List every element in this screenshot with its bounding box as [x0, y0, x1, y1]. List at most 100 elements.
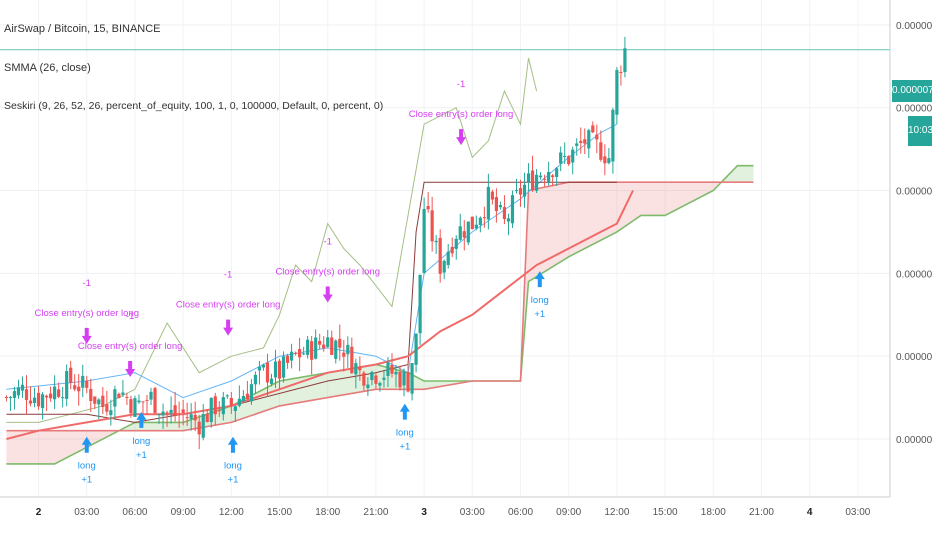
chart-axes: 0.00000760 0.00000750 0.00000740 0.00000730… [0, 0, 932, 518]
long-entry-qty: +1 [399, 442, 410, 453]
chikou-span [6, 57, 538, 423]
close-exit-arrow-icon [81, 327, 92, 344]
candle-body [28, 400, 33, 404]
candle-body [249, 384, 254, 402]
candle-body [398, 371, 402, 388]
candle-body [603, 156, 607, 164]
x-tick-label: 03:00 [845, 507, 870, 518]
long-entry-arrow-icon [136, 411, 147, 428]
candle-body [446, 251, 450, 265]
candle-body [474, 224, 478, 229]
candle-body [430, 210, 434, 242]
long-entry-label: long [224, 461, 242, 472]
candle-body [506, 218, 511, 222]
candle-body [73, 385, 77, 390]
candle-body [181, 409, 185, 413]
candle-body [518, 188, 523, 195]
candle-body [526, 173, 531, 183]
close-exit-qty: -1 [224, 270, 232, 281]
candle-body [85, 380, 89, 388]
candle-body [221, 397, 225, 415]
candle-body [378, 383, 382, 386]
y-tick-label: 0.00000740 [896, 187, 932, 198]
long-entry-qty: +1 [228, 475, 239, 486]
candle-body [65, 371, 69, 399]
candle-body [402, 371, 406, 386]
candles [4, 36, 627, 450]
close-exit-label: Close entry(s) order long [34, 308, 139, 319]
candle-body [362, 372, 366, 386]
candle-body [277, 360, 282, 379]
candle-body [197, 421, 201, 435]
candle-body [193, 414, 197, 421]
candle-body [370, 372, 374, 381]
x-tick-label: 03:00 [74, 507, 99, 518]
x-tick-label: 18:00 [701, 507, 726, 518]
candle-body [217, 410, 221, 412]
close-exit-qty: -1 [83, 278, 91, 289]
smma-legend[interactable]: SMMA (26, close) [4, 62, 91, 74]
candle-body [245, 393, 250, 400]
candle-body [141, 401, 145, 403]
candle-body [281, 356, 286, 378]
senkou-span-a [6, 164, 754, 465]
candle-body [233, 406, 237, 411]
candle-body [225, 395, 229, 397]
candle-body [514, 190, 519, 192]
long-entry-qty: +1 [534, 309, 545, 320]
candle-body [4, 396, 9, 398]
candle-body [422, 208, 426, 273]
candle-body [342, 352, 346, 357]
candle-body [522, 184, 527, 197]
bar-countdown-badge: 10:03 [908, 116, 932, 146]
symbol-title[interactable]: AirSwap / Bitcoin, 15, BINANCE [4, 23, 161, 35]
long-entry-arrow-icon [81, 436, 92, 453]
x-tick-label: 2 [36, 507, 42, 518]
x-tick-label: 12:00 [604, 507, 629, 518]
candle-body [44, 395, 49, 398]
candle-body [237, 398, 241, 406]
candle-body [157, 414, 161, 416]
candle-body [406, 372, 410, 392]
long-entry-label: long [396, 428, 414, 439]
bar-countdown-value: 10:03 [908, 125, 932, 136]
close-exit-arrow-icon [125, 361, 136, 378]
candle-body [338, 338, 342, 348]
close-exit-label: Close entry(s) order long [78, 341, 183, 352]
candle-body [394, 371, 398, 375]
candle-body [534, 174, 539, 191]
candle-body [426, 206, 430, 210]
candle-body [257, 366, 262, 371]
candle-body [551, 175, 555, 178]
close-exit-arrow-icon [223, 319, 234, 336]
candle-body [40, 394, 45, 409]
candle-body [169, 409, 173, 414]
candle-body [8, 397, 13, 399]
candle-body [12, 391, 17, 398]
long-entry-label: long [531, 295, 549, 306]
candle-body [93, 396, 97, 404]
candle-body [611, 109, 615, 162]
x-tick-label: 06:00 [122, 507, 147, 518]
cloud-fill [6, 430, 119, 464]
candle-body [57, 389, 61, 397]
tenkan-line [6, 123, 618, 399]
senkou-span-b [6, 181, 754, 432]
candle-body [121, 392, 125, 395]
candle-body [16, 387, 21, 396]
candle-body [591, 125, 595, 133]
candle-body [165, 412, 169, 414]
x-tick-label: 3 [421, 507, 427, 518]
candle-body [607, 158, 611, 163]
strategy-legend[interactable]: Seskiri (9, 26, 52, 26, percent_of_equit… [4, 100, 384, 112]
candle-body [466, 221, 470, 243]
candle-body [105, 404, 109, 412]
candle-body [410, 363, 414, 394]
candle-body [109, 410, 113, 416]
long-entry-arrow-icon [534, 271, 545, 288]
close-exit-label: Close entry(s) order long [275, 266, 380, 277]
candle-body [177, 413, 181, 415]
candle-body [563, 155, 567, 157]
